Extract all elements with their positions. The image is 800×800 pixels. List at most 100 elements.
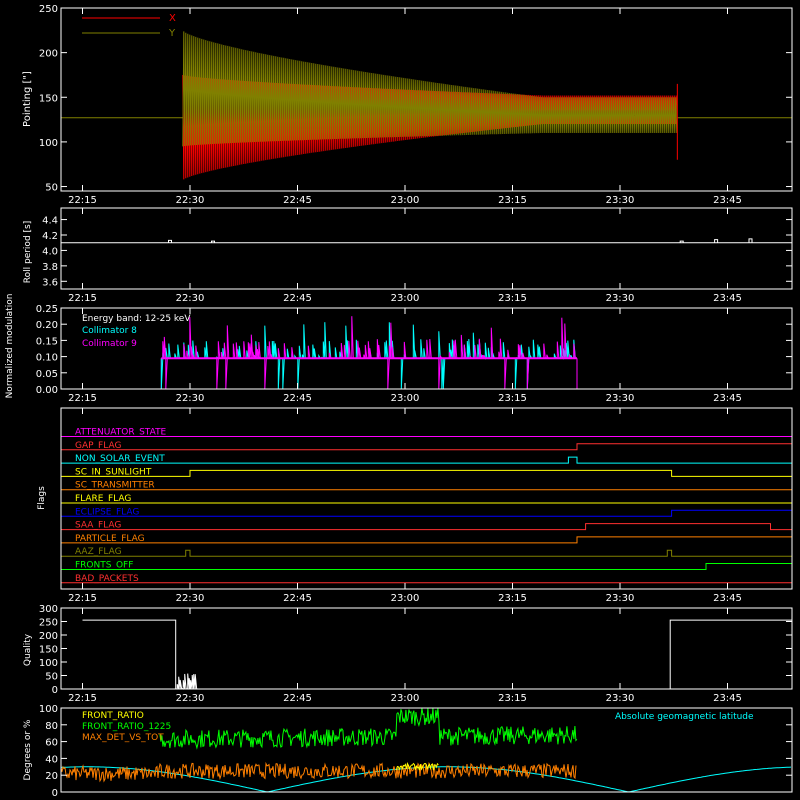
pointing-y-series (182, 31, 678, 147)
pointing-x-ticks: 22:15 22:30 22:45 23:00 23:15 23:30 23:45 (68, 8, 742, 206)
flag-line (61, 536, 792, 544)
flag-label: ATTENUATOR_STATE (75, 428, 167, 438)
x-tick-label: 22:30 (176, 593, 205, 604)
x-tick-label: 22:15 (68, 593, 97, 604)
pointing-legend: X Y (82, 13, 176, 39)
x-tick-label: 22:45 (283, 593, 312, 604)
y-tick-label: 3.8 (42, 262, 58, 273)
flag-label: NON_SOLAR_EVENT (75, 454, 165, 464)
y-tick-label: 100 (39, 658, 58, 669)
flag-line (61, 563, 792, 570)
ratios-frame (60, 707, 793, 793)
x-tick-label: 23:45 (713, 693, 742, 704)
geomagnetic-latitude-label: Absolute geomagnetic latitude (615, 712, 754, 722)
flag-label: FLARE_FLAG (75, 494, 131, 504)
x-tick-label: 22:15 (68, 195, 97, 206)
x-tick-label: 22:45 (283, 195, 312, 206)
max-det-vs-tot-series (60, 761, 577, 783)
y-tick-label: 0.15 (36, 336, 58, 347)
x-tick-label: 23:45 (713, 393, 742, 404)
roll-series-layer (61, 238, 792, 244)
y-tick-label: 0.00 (36, 385, 58, 396)
flag-line (61, 443, 792, 451)
y-tick-label: 80 (45, 721, 58, 732)
y-tick-label: 150 (39, 645, 58, 656)
y-tick-label: 20 (45, 771, 58, 782)
y-tick-label: 50 (45, 183, 58, 194)
y-tick-label: 100 (39, 704, 58, 715)
x-tick-label: 22:45 (283, 393, 312, 404)
x-tick-label: 22:45 (283, 293, 312, 304)
roll-period-blip (748, 238, 753, 243)
roll-x-ticks: 22:15 22:30 22:45 23:00 23:15 23:30 23:45 (68, 208, 742, 304)
ratios-y-ticks: 0 20 40 60 80 100 (39, 704, 792, 799)
y-tick-label: 60 (45, 738, 58, 749)
roll-period-blip (168, 239, 172, 243)
front-ratio-1225-label: FRONT_RATIO_1225 (82, 722, 171, 732)
x-tick-label: 23:45 (713, 593, 742, 604)
x-tick-label: 23:15 (498, 693, 527, 704)
x-tick-label: 22:30 (176, 693, 205, 704)
pointing-panel: 50 100 150 200 250 22:15 22:30 22:45 23:00 23:15… (22, 4, 793, 206)
x-tick-label: 23:00 (391, 293, 420, 304)
pointing-frame (60, 7, 793, 192)
y-tick-label: 4.4 (42, 216, 58, 227)
flag-line (61, 523, 792, 531)
x-tick-label: 23:45 (713, 195, 742, 206)
x-tick-label: 23:15 (498, 293, 527, 304)
pointing-y-ticks: 50 100 150 200 250 (39, 4, 792, 194)
x-tick-label: 23:15 (498, 195, 527, 206)
y-tick-label: 0 (52, 788, 58, 799)
y-tick-label: 0.05 (36, 369, 58, 380)
modulation-ylabel: Normalized modulation (5, 294, 15, 399)
x-tick-label: 23:30 (606, 693, 635, 704)
x-tick-label: 23:45 (713, 293, 742, 304)
roll-period-blip (679, 240, 684, 243)
x-tick-label: 22:15 (68, 393, 97, 404)
flag-line (61, 549, 792, 557)
x-tick-label: 23:15 (498, 593, 527, 604)
flag-label: GAP_FLAG (75, 441, 121, 451)
x-tick-label: 22:45 (283, 693, 312, 704)
roll-y-ticks: 3.6 3.8 4.0 4.2 4.4 (42, 216, 792, 288)
x-tick-label: 22:15 (68, 693, 97, 704)
flags-panel: ATTENUATOR_STATE GAP_FLAG NON_SOLAR_EVENT S… (37, 407, 793, 604)
x-tick-label: 22:30 (176, 195, 205, 206)
y-tick-label: 40 (45, 754, 58, 765)
x-tick-label: 23:00 (391, 393, 420, 404)
y-tick-label: 0 (52, 685, 58, 696)
legend-x-label: X (169, 13, 176, 24)
front-ratio-1225-series (159, 707, 578, 750)
x-tick-label: 22:30 (176, 293, 205, 304)
y-tick-label: 4.0 (42, 246, 58, 257)
y-tick-label: 100 (39, 138, 58, 149)
x-tick-label: 23:30 (606, 293, 635, 304)
flag-label: FRONTS_OFF (75, 561, 133, 571)
front-ratio-series (395, 762, 439, 771)
pointing-ylabel: Pointing ["] (22, 71, 33, 127)
x-tick-label: 23:00 (391, 593, 420, 604)
y-tick-label: 0.20 (36, 320, 58, 331)
roll-period-blip (714, 239, 719, 243)
quality-x-ticks: 22:15 22:30 22:45 23:00 23:15 23:30 23:45 (68, 608, 742, 704)
flag-label: AAZ_FLAG (75, 547, 122, 557)
roll-period-blip (211, 240, 215, 243)
modulation-y-ticks: 0.00 0.05 0.10 0.15 0.20 0.25 (36, 304, 792, 396)
y-tick-label: 150 (39, 93, 58, 104)
roll-period-panel: 3.6 3.8 4.0 4.2 4.4 22:15 22:30 22:45 23:00 23:1… (23, 207, 793, 304)
max-det-vs-tot-label: MAX_DET_VS_TOT (82, 733, 164, 743)
flags-series-layer: ATTENUATOR_STATE GAP_FLAG NON_SOLAR_EVENT S… (61, 428, 792, 584)
x-tick-label: 23:30 (606, 593, 635, 604)
y-tick-label: 0.10 (36, 353, 58, 364)
modulation-x-ticks: 22:15 22:30 22:45 23:00 23:15 23:30 23:45 (68, 308, 742, 404)
flag-line (61, 456, 792, 464)
y-tick-label: 200 (39, 631, 58, 642)
y-tick-label: 200 (39, 49, 58, 60)
y-tick-label: 300 (39, 604, 58, 615)
flags-ylabel: Flags (37, 486, 47, 510)
x-tick-label: 23:30 (606, 393, 635, 404)
legend-y-label: Y (168, 28, 176, 39)
x-tick-label: 22:15 (68, 293, 97, 304)
y-tick-label: 250 (39, 4, 58, 15)
